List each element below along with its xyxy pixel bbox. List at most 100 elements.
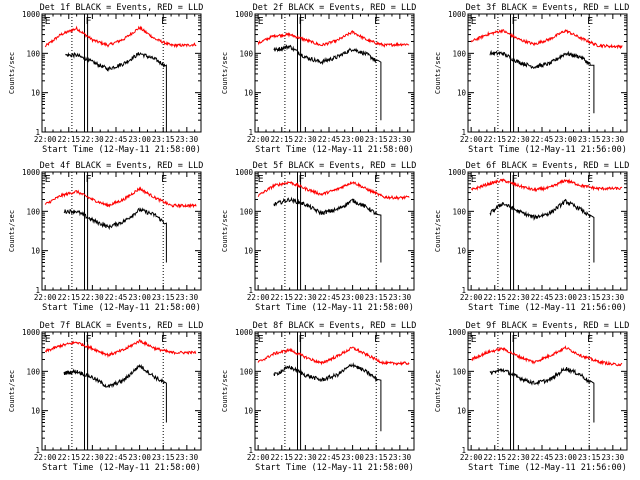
x-axis-label: Start Time (12-May-11 21:58:00) xyxy=(255,463,414,473)
letter-marker-e: E xyxy=(161,334,167,345)
x-tick-label: 22:00 xyxy=(247,293,270,302)
y-tick-label: 10 xyxy=(457,407,467,416)
series-lld-line xyxy=(257,30,410,48)
x-tick-label: 23:15 xyxy=(152,135,175,144)
y-tick-label: 100 xyxy=(452,207,466,216)
x-axis-label: Start Time (12-May-11 21:58:00) xyxy=(42,463,201,473)
panel-det-6: Det 6f BLACK = Events, RED = LLD Counts/s… xyxy=(434,161,629,313)
x-tick-label: 22:45 xyxy=(318,453,341,462)
y-tick-label: 1000 xyxy=(22,328,41,337)
y-tick-label: 100 xyxy=(452,49,466,58)
x-tick-label: 22:00 xyxy=(247,453,270,462)
x-tick-label: 22:30 xyxy=(81,453,104,462)
x-tick-label: 22:15 xyxy=(57,453,80,462)
x-tick-label: 22:45 xyxy=(105,293,128,302)
y-tick-label: 1000 xyxy=(448,168,467,177)
x-tick-label: 22:45 xyxy=(318,293,341,302)
letter-marker-e: E xyxy=(161,16,167,27)
series-events-line xyxy=(489,49,595,114)
x-tick-label: 23:15 xyxy=(365,453,388,462)
x-tick-label: 22:30 xyxy=(507,293,530,302)
y-tick-label: 1 xyxy=(461,446,466,455)
plot-frame xyxy=(254,13,415,133)
x-tick-label: 23:15 xyxy=(152,293,175,302)
x-tick-label: 22:30 xyxy=(294,453,317,462)
letter-marker-e: E xyxy=(471,174,477,185)
letter-marker-e: E xyxy=(258,16,264,27)
series-events-line xyxy=(273,196,382,263)
x-axis-label: Start Time (12-May-11 21:58:00) xyxy=(255,303,414,313)
x-tick-label: 23:30 xyxy=(176,453,199,462)
x-tick-label: 23:30 xyxy=(176,293,199,302)
x-tick-label: 22:45 xyxy=(531,135,554,144)
letter-marker-e: E xyxy=(587,174,593,185)
letter-marker-f: F xyxy=(512,174,518,185)
panel-det-7: Det 7f BLACK = Events, RED = LLD Counts/s… xyxy=(8,321,203,473)
panel-det-1: Det 1f BLACK = Events, RED = LLD Counts/s… xyxy=(8,3,203,155)
letter-marker-f: F xyxy=(512,334,518,345)
y-tick-label: 100 xyxy=(26,207,40,216)
x-tick-label: 22:00 xyxy=(247,135,270,144)
x-tick-label: 23:00 xyxy=(341,135,364,144)
letter-marker-e: E xyxy=(45,334,51,345)
y-tick-label: 10 xyxy=(31,247,41,256)
y-tick-label: 1 xyxy=(35,286,40,295)
x-tick-label: 22:00 xyxy=(460,135,483,144)
letter-marker-f: F xyxy=(86,334,92,345)
x-tick-label: 22:00 xyxy=(34,135,57,144)
plot-frame xyxy=(467,171,628,291)
x-tick-label: 22:00 xyxy=(460,293,483,302)
x-tick-label: 23:30 xyxy=(389,135,412,144)
x-axis-label: Start Time (12-May-11 21:56:00) xyxy=(468,463,627,473)
x-tick-label: 23:30 xyxy=(602,135,625,144)
x-tick-label: 23:15 xyxy=(578,293,601,302)
x-tick-label: 23:00 xyxy=(341,293,364,302)
x-tick-label: 22:00 xyxy=(460,453,483,462)
series-events-line xyxy=(63,363,167,423)
x-tick-label: 23:00 xyxy=(554,293,577,302)
y-tick-label: 100 xyxy=(26,49,40,58)
letter-marker-e: E xyxy=(587,334,593,345)
y-axis-label: Counts/sec xyxy=(434,370,442,412)
series-events-line xyxy=(273,362,382,432)
x-axis-label: Start Time (12-May-11 21:58:00) xyxy=(42,303,201,313)
y-axis-label: Counts/sec xyxy=(221,210,229,252)
plot-frame xyxy=(467,13,628,133)
x-tick-label: 22:30 xyxy=(81,135,104,144)
y-tick-label: 10 xyxy=(31,407,41,416)
x-tick-label: 22:15 xyxy=(57,135,80,144)
x-tick-label: 23:15 xyxy=(578,135,601,144)
y-tick-label: 1 xyxy=(248,128,253,137)
x-tick-label: 23:00 xyxy=(554,453,577,462)
y-tick-label: 1000 xyxy=(235,168,254,177)
panel-title: Det 5f BLACK = Events, RED = LLD xyxy=(253,161,417,171)
letter-marker-e: E xyxy=(161,174,167,185)
plot-frame xyxy=(254,331,415,451)
y-tick-label: 1000 xyxy=(235,328,254,337)
plot-frame xyxy=(41,331,202,451)
panel-det-5: Det 5f BLACK = Events, RED = LLD Counts/s… xyxy=(221,161,416,313)
plot-frame xyxy=(467,331,628,451)
letter-marker-e: E xyxy=(587,16,593,27)
x-tick-label: 22:15 xyxy=(270,453,293,462)
panel-title: Det 2f BLACK = Events, RED = LLD xyxy=(253,3,417,13)
x-tick-label: 22:15 xyxy=(270,135,293,144)
x-tick-label: 22:15 xyxy=(483,293,506,302)
y-tick-label: 1 xyxy=(248,446,253,455)
x-tick-label: 23:00 xyxy=(128,293,151,302)
panel-title: Det 8f BLACK = Events, RED = LLD xyxy=(253,321,417,331)
panel-title: Det 1f BLACK = Events, RED = LLD xyxy=(40,3,204,13)
plot-frame xyxy=(41,171,202,291)
series-events-line xyxy=(65,51,167,132)
y-axis-label: Counts/sec xyxy=(8,52,16,94)
x-tick-label: 23:00 xyxy=(128,453,151,462)
panel-title: Det 6f BLACK = Events, RED = LLD xyxy=(466,161,630,171)
plot-frame xyxy=(254,171,415,291)
x-axis-label: Start Time (12-May-11 21:58:00) xyxy=(42,145,201,155)
y-tick-label: 1000 xyxy=(448,10,467,19)
x-tick-label: 23:15 xyxy=(578,453,601,462)
x-tick-label: 22:15 xyxy=(483,453,506,462)
y-axis-label: Counts/sec xyxy=(8,210,16,252)
x-tick-label: 22:30 xyxy=(294,293,317,302)
letter-marker-f: F xyxy=(299,16,305,27)
